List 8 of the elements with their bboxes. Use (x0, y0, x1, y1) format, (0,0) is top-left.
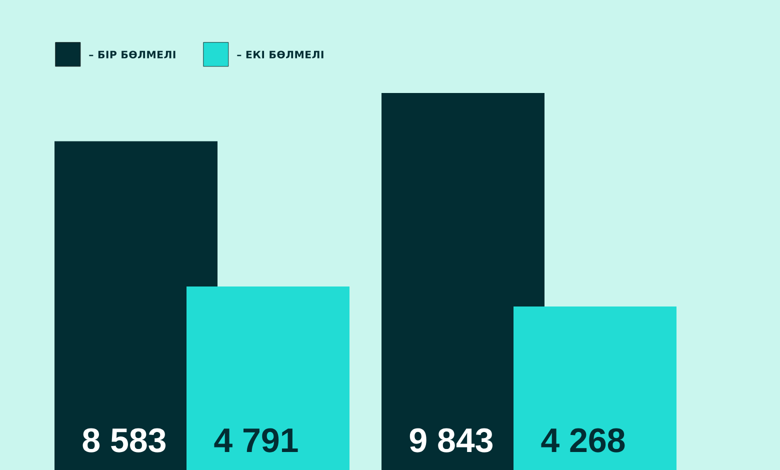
data-label: 4 791 (214, 428, 298, 452)
data-label: 4 268 (541, 428, 625, 452)
legend-label: – ЕКІ БӨЛМЕЛІ (237, 50, 324, 58)
legend-label: – БІР БӨЛМЕЛІ (89, 50, 176, 58)
bar (186, 286, 350, 470)
data-label: 9 843 (410, 428, 493, 452)
bar (514, 306, 677, 470)
data-label: 8 583 (82, 428, 166, 452)
